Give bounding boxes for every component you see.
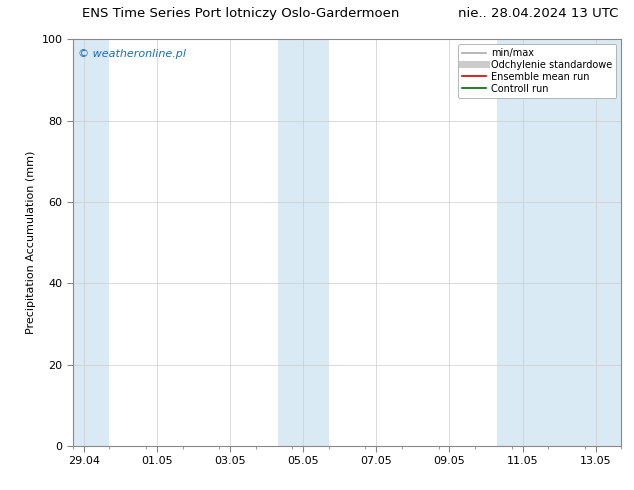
Text: © weatheronline.pl: © weatheronline.pl (79, 49, 186, 59)
Bar (278, 39, 329, 446)
Legend: min/max, Odchylenie standardowe, Ensemble mean run, Controll run: min/max, Odchylenie standardowe, Ensembl… (458, 44, 616, 98)
Bar (497, 39, 621, 446)
Bar (73, 39, 110, 446)
Text: nie.. 28.04.2024 13 UTC: nie.. 28.04.2024 13 UTC (458, 7, 618, 21)
Text: ENS Time Series Port lotniczy Oslo-Gardermoen: ENS Time Series Port lotniczy Oslo-Garde… (82, 7, 399, 21)
Y-axis label: Precipitation Accumulation (mm): Precipitation Accumulation (mm) (26, 151, 36, 334)
